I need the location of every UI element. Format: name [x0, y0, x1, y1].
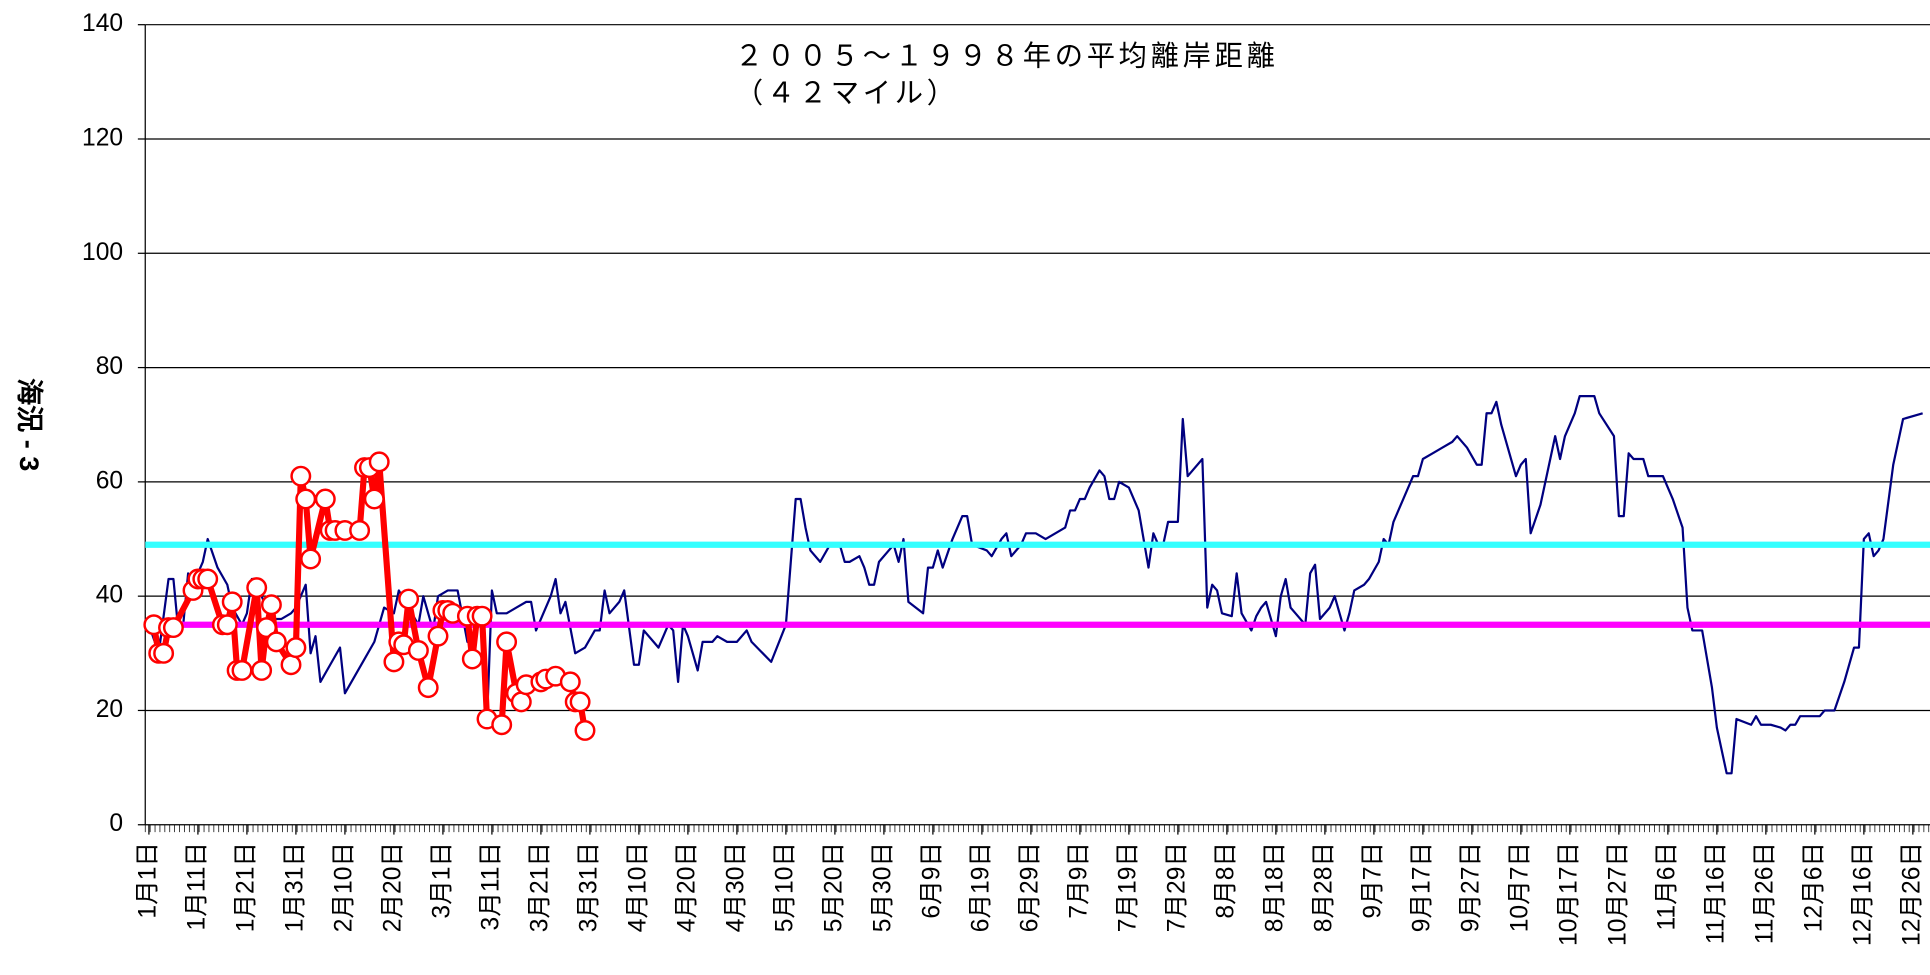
- y-tick-label: 20: [96, 696, 123, 723]
- data-point: [383, 651, 405, 673]
- data-point: [427, 625, 449, 647]
- data-point: [162, 617, 184, 639]
- x-tick-label: 10月17日: [1555, 842, 1582, 946]
- x-tick-label: 12月6日: [1800, 842, 1827, 932]
- x-tick-label: 9月17日: [1408, 842, 1435, 932]
- data-point: [349, 519, 371, 541]
- x-tick-label: 6月19日: [967, 842, 994, 932]
- x-tick-label: 11月16日: [1702, 842, 1729, 944]
- data-point: [510, 691, 532, 713]
- x-tick-label: 6月29日: [1016, 842, 1043, 932]
- x-tick-label: 10月27日: [1604, 842, 1631, 946]
- x-tick-label: 7月9日: [1065, 842, 1092, 919]
- data-point: [221, 591, 243, 613]
- data-point: [471, 605, 493, 627]
- x-tick-label: 9月7日: [1359, 842, 1386, 919]
- x-tick-label: 7月29日: [1163, 842, 1190, 932]
- data-point: [265, 631, 287, 653]
- data-point: [295, 488, 317, 510]
- x-tick-label: 1月1日: [134, 842, 161, 919]
- x-tick-label: 3月21日: [526, 842, 553, 932]
- x-tick-label: 5月30日: [869, 842, 896, 932]
- x-tick-label: 11月6日: [1653, 842, 1680, 930]
- data-point: [407, 639, 429, 661]
- x-tick-label: 2月10日: [330, 842, 357, 932]
- y-tick-label: 100: [82, 239, 123, 266]
- x-tick-label: 8月28日: [1310, 842, 1337, 932]
- x-tick-label: 3月11日: [477, 842, 504, 930]
- data-point: [559, 671, 581, 693]
- data-point: [246, 577, 268, 599]
- x-tick-label: 9月27日: [1457, 842, 1484, 932]
- y-tick-label: 60: [96, 467, 123, 494]
- data-point: [491, 714, 513, 736]
- x-tick-label: 4月20日: [673, 842, 700, 932]
- data-point: [197, 568, 219, 590]
- data-point: [280, 654, 302, 676]
- x-tick-label: 3月1日: [428, 842, 455, 919]
- y-tick-label: 120: [82, 124, 123, 151]
- x-tick-label: 1月21日: [232, 842, 259, 932]
- x-tick-label: 2月20日: [379, 842, 406, 932]
- data-point: [574, 720, 596, 741]
- data-point: [251, 659, 273, 681]
- data-point: [461, 648, 483, 670]
- data-point: [216, 614, 238, 636]
- data-point: [363, 488, 385, 510]
- y-tick-label: 80: [96, 353, 123, 380]
- y-tick-label: 0: [109, 810, 123, 837]
- data-point: [153, 642, 175, 664]
- x-tick-label: 4月30日: [722, 842, 749, 932]
- x-tick-label: 3月31日: [575, 842, 602, 932]
- x-tick-label: 11月26日: [1751, 842, 1778, 944]
- x-tick-label: 6月9日: [918, 842, 945, 919]
- y-axis-title: 海況 - 3: [14, 378, 45, 471]
- data-point: [260, 594, 282, 616]
- data-point: [569, 691, 591, 713]
- data-point: [290, 465, 312, 487]
- annotation: ２００５～１９９８年の平均離岸距離: [735, 39, 1279, 71]
- x-tick-label: 5月10日: [771, 842, 798, 932]
- data-point: [368, 451, 390, 473]
- x-tick-label: 12月16日: [1849, 842, 1876, 946]
- y-tick-label: 40: [96, 582, 123, 609]
- x-tick-label: 8月8日: [1212, 842, 1239, 919]
- x-tick-label: 8月18日: [1261, 842, 1288, 932]
- data-line: [147, 395, 1923, 775]
- data-point: [314, 488, 336, 510]
- data-point: [300, 548, 322, 570]
- x-tick-label: 10月7日: [1506, 842, 1533, 932]
- x-tick-label: 1月31日: [281, 842, 308, 932]
- data-point: [231, 659, 253, 681]
- annotation: （４２マイル）: [735, 76, 959, 108]
- y-tick-label: 140: [82, 10, 123, 37]
- data-point: [285, 637, 307, 659]
- x-tick-label: 7月19日: [1114, 842, 1141, 932]
- x-tick-label: 4月10日: [624, 842, 651, 932]
- x-tick-label: 12月26日: [1898, 842, 1925, 946]
- data-point: [398, 588, 420, 610]
- x-tick-label: 1月11日: [183, 842, 210, 930]
- data-point: [256, 617, 277, 639]
- data-point: [417, 677, 439, 699]
- data-point: [496, 631, 518, 653]
- x-minor-ticks: [144, 824, 1930, 833]
- x-tick-label: 5月20日: [820, 842, 847, 932]
